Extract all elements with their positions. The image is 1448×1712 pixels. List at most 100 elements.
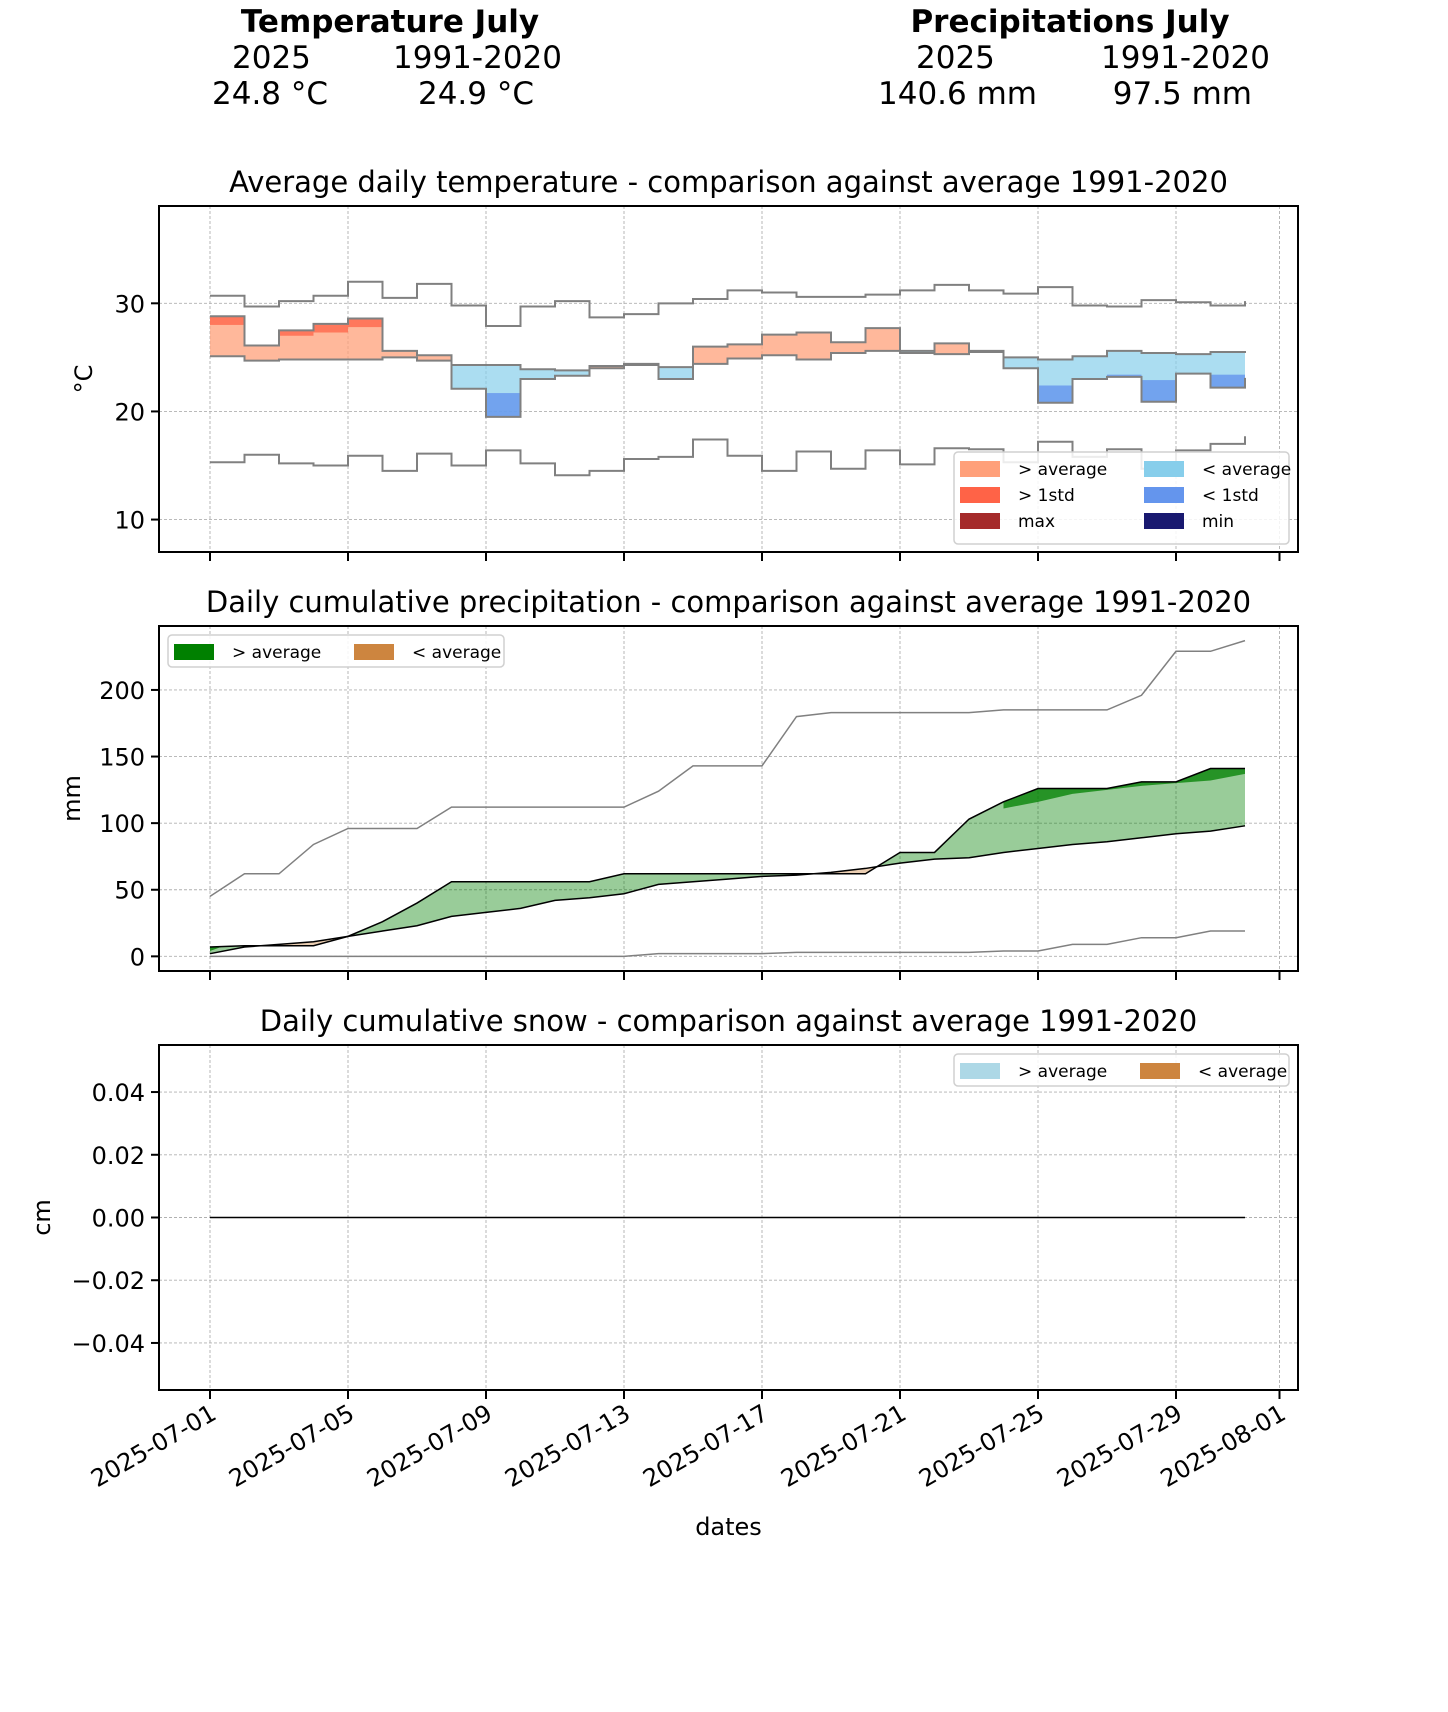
above-average-fill <box>486 881 521 913</box>
panel-1: Average daily temperature - comparison a… <box>70 165 1299 561</box>
above-1std-fill <box>210 316 245 325</box>
temperature-summary: Temperature July 2025 1991-2020 24.8 °C … <box>200 4 580 112</box>
above-average-fill <box>555 881 590 901</box>
above-average-fill <box>624 873 659 894</box>
above-average-fill <box>1176 768 1211 834</box>
above-average-fill <box>693 346 728 364</box>
below-average-fill <box>555 370 590 376</box>
above-average-fill <box>727 344 762 359</box>
above-average-fill <box>1072 788 1107 845</box>
panel-2: Daily cumulative precipitation - compari… <box>58 585 1299 980</box>
snow-legend: > average < average <box>953 1053 1290 1087</box>
chart-title: Daily cumulative precipitation - compari… <box>206 585 1251 619</box>
min-cumulative-line <box>210 930 1245 958</box>
above-average-fill <box>1107 781 1142 842</box>
precipitation-anomaly-fills <box>210 768 1245 954</box>
axes-frame <box>158 205 1299 553</box>
average-cumulative-line <box>209 825 1246 955</box>
above-average-fill <box>417 355 452 361</box>
below-average-fill <box>451 364 486 389</box>
above-average-fill <box>762 334 797 356</box>
legend-label: < 1std <box>1202 486 1259 506</box>
below-average-fill <box>1107 350 1142 377</box>
y-tick-label: 10 <box>114 507 145 535</box>
y-tick-label: −0.04 <box>71 1330 145 1358</box>
above-average-fill <box>865 328 900 351</box>
legend-label: > 1std <box>1018 486 1075 506</box>
above-average-fill <box>1038 788 1073 849</box>
below-1std-fill <box>1107 374 1142 377</box>
y-tick-label: 0.00 <box>92 1205 145 1233</box>
legend-swatch <box>960 487 1000 503</box>
legend-label: > average <box>232 643 321 663</box>
x-tick-label: 2025-07-09 <box>362 1399 497 1493</box>
below-average-fill <box>520 369 555 379</box>
above-average-fill <box>900 852 935 864</box>
legend-frame <box>953 1053 1290 1087</box>
temperature-summary-title: Temperature July <box>240 4 540 40</box>
legend-swatch <box>354 644 394 660</box>
above-average-fill <box>831 342 866 354</box>
temperature-col2-label: 1991-2020 <box>393 40 562 76</box>
precipitation-col2-label: 1991-2020 <box>1101 40 1270 76</box>
y-axis-label: mm <box>58 775 86 822</box>
legend-swatch <box>1144 513 1184 529</box>
below-average-fill <box>1176 354 1211 374</box>
chart-title: Average daily temperature - comparison a… <box>229 165 1228 199</box>
above-average-fill <box>382 350 417 358</box>
chart-title: Daily cumulative snow - comparison again… <box>260 1004 1198 1038</box>
y-tick-label: 150 <box>99 744 145 772</box>
legend-swatch <box>960 513 1000 529</box>
precipitation-col1-label: 2025 <box>916 40 995 76</box>
below-1std-fill <box>486 393 521 417</box>
above-average-fill <box>451 881 486 917</box>
legend-label: > average <box>1018 460 1107 480</box>
x-tick-label: 2025-07-13 <box>500 1399 635 1493</box>
legend-swatch <box>1140 1063 1180 1079</box>
temperature-2025-value: 24.8 °C <box>212 76 329 112</box>
temperature-anomaly-fills <box>210 316 1245 417</box>
observed-2025-cumulative-line <box>209 767 1245 948</box>
y-tick-label: 0.02 <box>92 1142 145 1170</box>
legend-frame <box>167 634 505 668</box>
record-max-line <box>210 280 1246 328</box>
y-tick-label: 20 <box>114 398 145 426</box>
below-1std-fill <box>1038 385 1073 403</box>
above-average-fill <box>934 819 969 860</box>
above-1std-fill <box>313 323 348 333</box>
above-average-fill <box>417 881 452 926</box>
legend-label: max <box>1018 512 1055 532</box>
precipitation-summary-title: Precipitations July <box>910 4 1230 40</box>
y-tick-label: 30 <box>114 290 145 318</box>
y-tick-label: 0.04 <box>92 1079 145 1107</box>
legend-label: < average <box>412 643 501 663</box>
above-average-fill <box>382 903 417 932</box>
max-cumulative-line <box>209 639 1246 898</box>
axes-frame <box>158 625 1299 972</box>
legend-swatch <box>1144 487 1184 503</box>
legend-swatch <box>960 1063 1000 1079</box>
below-average-fill <box>658 367 693 379</box>
above-average-fill <box>1141 781 1176 838</box>
above-1std-fill <box>348 318 383 328</box>
precipitation-normal-value: 97.5 mm <box>1112 76 1252 112</box>
x-tick-label: 2025-07-05 <box>224 1399 359 1493</box>
observed-2025-line <box>210 315 1246 418</box>
above-average-fill <box>244 345 279 361</box>
average-1991-2020-line <box>210 349 1246 372</box>
legend-swatch <box>960 461 1000 477</box>
x-tick-label: 2025-07-21 <box>776 1399 911 1493</box>
y-tick-label: 100 <box>99 810 145 838</box>
below-1std-fill <box>1210 374 1245 388</box>
precipitation-legend: > average < average <box>167 634 505 668</box>
legend-swatch <box>174 644 214 660</box>
x-tick-label: 2025-07-01 <box>86 1399 221 1493</box>
temperature-col1-label: 2025 <box>232 40 311 76</box>
above-average-fill <box>796 332 831 360</box>
legend-label: < average <box>1202 460 1291 480</box>
below-1std-fill <box>1141 380 1176 402</box>
temperature-legend: > average < average > 1std < 1std max min <box>953 451 1291 545</box>
precipitation-2025-value: 140.6 mm <box>878 76 1037 112</box>
legend-swatch <box>1144 461 1184 477</box>
